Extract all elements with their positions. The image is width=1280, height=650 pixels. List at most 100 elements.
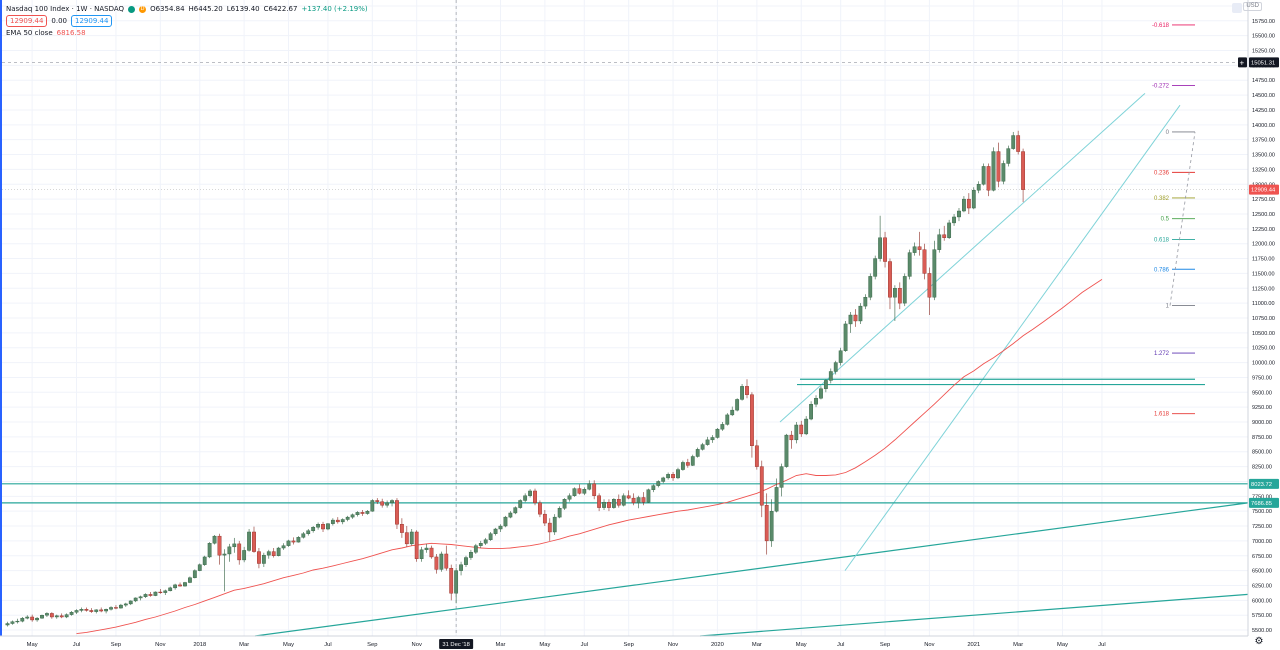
candle-body <box>163 590 168 593</box>
candle-body <box>700 444 705 450</box>
candle-body <box>173 584 178 589</box>
candle-body <box>572 488 577 496</box>
y-tick-label: 13250.00 <box>1252 167 1275 173</box>
long-trendline-2 <box>699 593 1249 637</box>
candle-body <box>301 533 306 538</box>
candle-body <box>99 609 104 612</box>
candle-body <box>838 350 843 363</box>
candle-body <box>740 386 744 400</box>
last-price-label-bg <box>1249 184 1279 195</box>
sell-button[interactable]: 12909.44 <box>6 15 48 27</box>
candle-body <box>947 222 952 238</box>
candle-body <box>54 615 59 618</box>
symbol-title[interactable]: Nasdaq 100 Index · 1W · NASDAQ <box>6 4 125 13</box>
candle-body <box>745 386 749 395</box>
candle-body <box>148 594 153 596</box>
candle-body <box>192 570 197 578</box>
candle-body <box>769 510 774 542</box>
y-tick-label: 15500.00 <box>1252 34 1275 40</box>
ema-value: 6816.58 <box>56 28 86 37</box>
candle-body <box>424 547 429 551</box>
candle-body <box>45 613 49 616</box>
candle-body <box>883 237 887 262</box>
candle-body <box>375 500 380 502</box>
candle-body <box>49 613 54 618</box>
x-tick-label: Mar <box>1013 642 1023 648</box>
x-tick-label: Jul <box>73 642 80 648</box>
ohlc-change: +137.40 (+2.19%) <box>301 4 368 13</box>
candle-body <box>1016 135 1021 152</box>
fib-level-label: -0.272 <box>1152 84 1170 90</box>
y-tick-label: 9000.00 <box>1252 420 1272 426</box>
candle-body <box>1011 135 1016 149</box>
x-tick-label: Sep <box>880 642 890 648</box>
candle-body <box>261 554 266 564</box>
candle-body <box>25 616 30 619</box>
candle-body <box>759 466 764 506</box>
buy-button[interactable]: 12909.44 <box>71 15 113 27</box>
candle-body <box>547 522 552 533</box>
candle-body <box>991 151 996 191</box>
fib-level-label: 0.5 <box>1161 217 1170 223</box>
candle-body <box>784 434 789 467</box>
candle-body <box>158 591 163 594</box>
ema-label[interactable]: EMA 50 close <box>6 28 53 37</box>
candle-body <box>64 614 69 618</box>
y-tick-label: 8750.00 <box>1252 435 1272 441</box>
candle-body <box>902 276 907 304</box>
candle-body <box>754 445 759 467</box>
chart-legend: Nasdaq 100 Index · 1W · NASDAQ D O6354.8… <box>6 3 368 39</box>
candle-body <box>473 545 478 553</box>
y-tick-label: 6750.00 <box>1252 554 1272 560</box>
candle-body <box>503 516 508 527</box>
candle-body <box>326 523 330 530</box>
candle-body <box>488 533 493 540</box>
candle-body <box>552 516 557 533</box>
x-tick-label: Nov <box>924 642 934 648</box>
fib-level-label: 1.618 <box>1154 412 1170 418</box>
crosshair-date-label: 31 Dec '18 <box>442 642 470 648</box>
candle-body <box>118 604 123 609</box>
x-tick-label: 2021 <box>967 642 980 648</box>
candle-body <box>306 530 311 534</box>
candle-body <box>183 582 187 587</box>
candle-body <box>138 596 143 599</box>
candle-body <box>666 474 671 479</box>
x-tick-label: Nov <box>668 642 678 648</box>
currency-label[interactable]: USD <box>1243 2 1262 11</box>
x-tick-label: Jul <box>581 642 588 648</box>
candle-body <box>651 485 656 490</box>
candle-body <box>30 616 35 621</box>
candle-body <box>833 362 838 372</box>
candle-body <box>217 535 222 556</box>
candle-body <box>291 540 296 543</box>
y-tick-label: 10750.00 <box>1252 316 1275 322</box>
candle-body <box>400 524 404 533</box>
crosshair-date-bg <box>439 639 474 649</box>
x-tick-label: May <box>796 642 807 648</box>
ohlc-low: L6139.40 <box>226 4 260 13</box>
fib-level-label: -0.618 <box>1152 23 1170 29</box>
candle-body <box>695 449 700 457</box>
fib-level-label: 0.236 <box>1154 170 1170 176</box>
chart-options-icon[interactable] <box>1232 3 1242 13</box>
x-tick-label: Mar <box>752 642 762 648</box>
candle-body <box>395 500 399 525</box>
y-tick-label: 12250.00 <box>1252 227 1275 233</box>
y-tick-label: 5750.00 <box>1252 613 1272 619</box>
candle-body <box>577 488 582 494</box>
candle-body <box>542 513 547 524</box>
candle-body <box>853 314 858 322</box>
candle-body <box>996 151 1001 182</box>
settings-gear-icon[interactable]: ⚙ <box>1254 636 1264 647</box>
candle-body <box>340 519 345 523</box>
candle-body <box>385 502 390 506</box>
candle-body <box>626 495 631 499</box>
x-tick-label: Jul <box>1098 642 1105 648</box>
y-tick-label: 6000.00 <box>1252 598 1272 604</box>
ohlc-close: C6422.67 <box>263 4 298 13</box>
x-tick-label: Mar <box>239 642 249 648</box>
candle-body <box>104 609 109 612</box>
candle-body <box>493 528 498 534</box>
